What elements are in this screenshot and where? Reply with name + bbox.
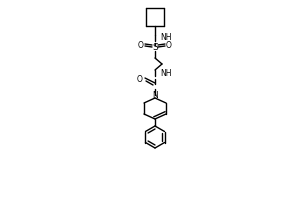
Text: O: O <box>138 40 144 49</box>
Text: S: S <box>152 44 158 52</box>
Text: N: N <box>152 90 158 99</box>
Text: NH: NH <box>160 68 172 77</box>
Text: NH: NH <box>160 33 172 43</box>
Text: O: O <box>137 74 143 84</box>
Text: O: O <box>166 40 172 49</box>
